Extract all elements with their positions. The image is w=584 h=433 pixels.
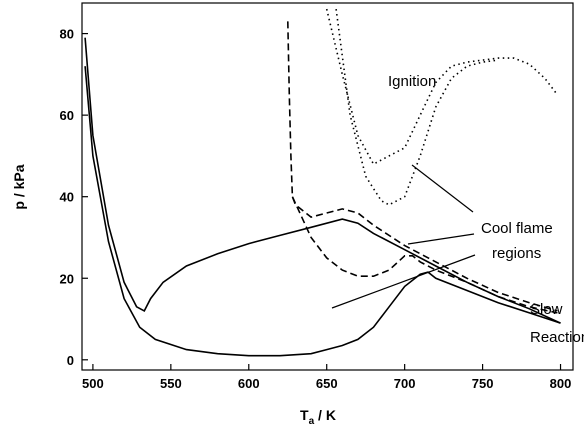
y-tick-label: 40 <box>60 190 74 205</box>
annotation: Cool flame <box>481 220 553 237</box>
y-axis-label: p / kPa <box>11 164 27 209</box>
x-tick-label: 700 <box>394 376 416 391</box>
x-label-sub: a <box>309 416 315 427</box>
data-line <box>325 8 559 166</box>
leader-line <box>407 233 475 245</box>
y-tick-label: 80 <box>60 27 74 42</box>
x-label-unit: / K <box>314 407 336 423</box>
annotation: Reaction <box>530 329 584 346</box>
annotation: regions <box>492 245 541 262</box>
data-line <box>291 196 558 314</box>
data-line <box>84 66 561 357</box>
annotation: Ignition <box>388 73 436 90</box>
x-tick-label: 750 <box>472 376 494 391</box>
x-tick-label: 800 <box>550 376 572 391</box>
y-tick-label: 0 <box>67 353 74 368</box>
y-tick-label: 20 <box>60 271 74 286</box>
data-line <box>84 37 561 324</box>
data-line <box>335 8 499 206</box>
x-tick-label: 500 <box>82 376 104 391</box>
x-axis-label: Ta / K <box>300 407 336 427</box>
y-tick-label: 60 <box>60 108 74 123</box>
leader-line <box>411 164 474 213</box>
x-tick-label: 600 <box>238 376 260 391</box>
leader-line <box>331 254 476 309</box>
x-label-main: T <box>300 407 309 423</box>
x-tick-label: 650 <box>316 376 338 391</box>
data-line <box>287 21 558 312</box>
plot-frame <box>81 2 574 371</box>
x-tick-label: 550 <box>160 376 182 391</box>
